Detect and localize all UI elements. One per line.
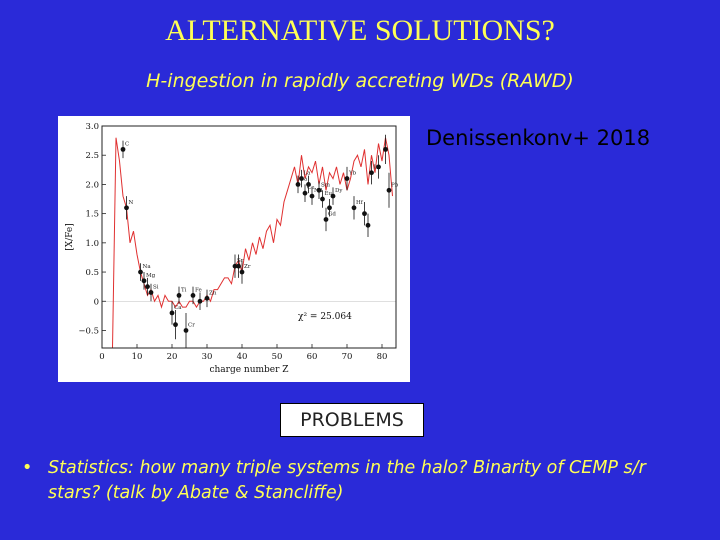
observed-point [236,263,241,269]
bullet-text: Statistics: how many triple systems in t… [48,458,646,503]
observed-point [362,211,367,217]
element-label: Cr [188,322,195,328]
problems-box: PROBLEMS [280,403,424,437]
element-label: Gd [328,211,336,217]
element-label: C [125,141,129,147]
bullet-marker: • [22,458,33,478]
element-label: Pb [391,182,399,188]
element-label: Fe [195,287,202,293]
element-label: Sm [321,182,331,188]
x-tick-label: 10 [132,352,143,362]
x-tick-label: 80 [377,352,388,362]
observed-point [148,290,154,295]
observed-point [320,196,325,202]
y-tick-label: 0.5 [85,268,99,278]
observed-point [376,164,381,170]
bullet-item: • Statistics: how many triple systems in… [22,456,702,506]
element-label: Eu [325,191,333,197]
y-tick-label: 3.0 [85,122,99,132]
observed-point [239,269,245,275]
slide-title: ALTERNATIVE SOLUTIONS? [165,14,555,47]
x-tick-label: 20 [167,352,178,362]
observed-point [299,176,304,181]
x-tick-label: 0 [99,352,104,362]
observed-point [145,284,150,290]
observed-point [306,182,311,187]
observed-point [190,293,196,298]
observed-point [197,298,203,304]
observed-point [176,293,182,298]
y-tick-label: −0.5 [78,326,99,336]
y-tick-label: 1.5 [85,210,99,220]
observed-point [323,217,329,222]
element-label: La [304,171,312,177]
element-label: Dy [335,188,343,194]
x-tick-label: 60 [307,352,318,362]
observed-point [173,322,178,328]
element-label: Na [143,264,152,270]
observed-point [183,328,189,333]
observed-point [124,205,129,211]
x-tick-label: 70 [342,352,353,362]
observed-point [369,170,374,176]
observed-point [232,263,238,269]
element-label: Mg [146,273,156,279]
observed-point [344,176,350,181]
model-curve [112,137,393,349]
chi-squared-annotation: χ² = 25.064 [298,312,352,322]
observed-point [138,269,143,275]
observed-point [327,205,332,211]
slide-subtitle: H-ingestion in rapidly accreting WDs (RA… [146,70,574,92]
x-tick-label: 40 [237,352,248,362]
observed-point [295,182,301,187]
abundance-plot: C N Na Mg Si Ca Ti Cr Fe Zn Sr Zr Ba La Ce Nd Sm Eu Gd Dy Yb… [58,116,410,382]
element-label: Nd [314,188,323,194]
y-tick-label: 0 [94,297,99,307]
element-label: Yb [348,171,357,177]
observed-point [316,187,322,193]
element-label: Ca [174,305,182,311]
observed-point [169,310,175,316]
problems-label: PROBLEMS [300,409,404,431]
element-label: Sr [237,258,244,264]
observed-point [351,205,357,211]
x-tick-label: 50 [272,352,283,362]
x-axis-label: charge number Z [209,365,288,375]
observed-point [120,146,126,152]
observed-point [386,187,392,193]
element-label: Ba [300,176,308,182]
reference-citation: Denissenkonv+ 2018 [426,126,651,150]
observed-point [330,193,336,199]
y-axis-label: [X/Fe] [65,223,75,251]
plot-frame [101,125,397,349]
y-tick-label: 1.0 [85,239,99,249]
element-label: Zr [244,264,251,270]
element-label: Ti [181,287,187,293]
observed-point [309,193,315,199]
observed-point [204,295,210,301]
observed-point [302,190,308,196]
element-label: Ir [374,165,379,171]
observed-point [365,222,371,228]
element-label: Hf [356,200,364,206]
observed-point [383,146,388,152]
y-tick-label: 2.0 [85,180,99,190]
bullet-list: • Statistics: how many triple systems in… [22,456,702,506]
observed-point [141,278,147,284]
element-label: Si [153,285,159,291]
y-tick-label: 2.5 [85,151,99,161]
x-tick-label: 30 [202,352,213,362]
element-label: Ce [307,185,314,191]
element-label: N [129,200,134,206]
element-label: Zn [209,290,217,296]
